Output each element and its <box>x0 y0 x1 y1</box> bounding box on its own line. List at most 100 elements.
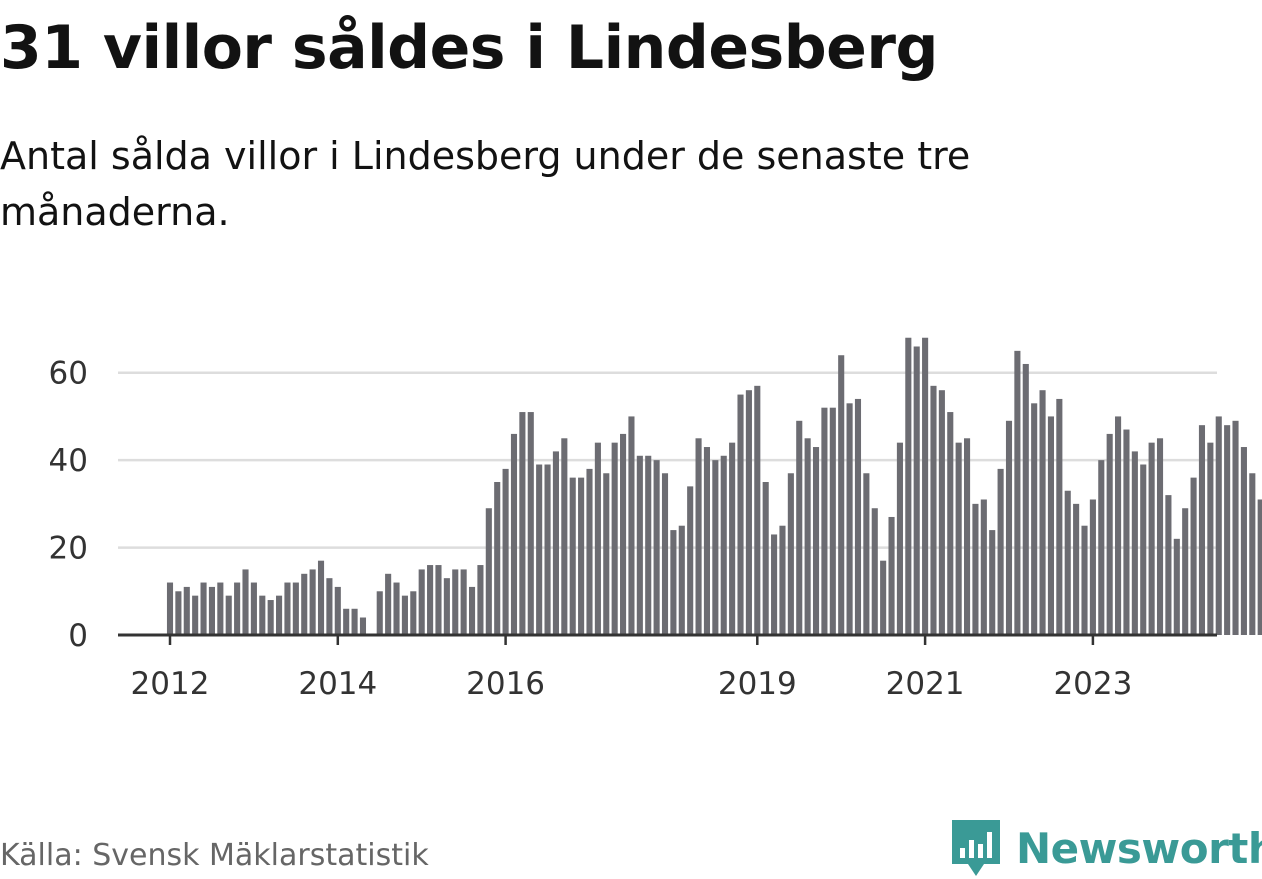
bar <box>871 508 878 635</box>
bar <box>334 586 341 635</box>
bar <box>670 530 677 635</box>
bar <box>720 455 727 635</box>
bar <box>217 582 224 635</box>
bar <box>611 442 618 635</box>
bar <box>519 412 526 635</box>
bar <box>938 390 945 635</box>
bar <box>1014 350 1021 635</box>
bar <box>771 534 778 635</box>
bar <box>460 569 467 635</box>
x-tick-label: 2012 <box>131 666 210 702</box>
bar <box>922 337 929 635</box>
bar <box>259 595 266 635</box>
source-note: Källa: Svensk Mäklarstatistik <box>0 838 429 873</box>
newsworthy-logo-icon <box>952 820 1000 876</box>
bar <box>452 569 459 635</box>
bar <box>468 586 476 635</box>
bar <box>804 438 811 635</box>
bar <box>192 595 199 635</box>
bar <box>1198 425 1206 635</box>
bar <box>225 595 232 635</box>
bar <box>1064 490 1071 635</box>
x-axis-ticks: 2012 2014 2016 2019 2021 2023 <box>131 635 1132 702</box>
bar <box>1182 508 1189 635</box>
bar <box>678 525 685 635</box>
bar <box>435 565 442 635</box>
bar <box>326 578 333 635</box>
y-tick-label: 20 <box>49 531 88 567</box>
bar <box>502 468 509 635</box>
bar <box>594 442 601 635</box>
bar <box>292 582 299 635</box>
brand-logo: Newsworthy <box>950 818 1262 878</box>
bar <box>896 442 903 635</box>
bar <box>737 394 744 635</box>
bar <box>754 385 761 635</box>
bar <box>561 438 568 635</box>
bar <box>418 569 425 635</box>
bar <box>586 468 593 635</box>
bar <box>200 582 207 635</box>
bar <box>1106 433 1113 635</box>
bar <box>510 433 518 635</box>
bar <box>1173 538 1180 635</box>
bar <box>703 447 711 635</box>
bar <box>343 608 350 635</box>
bar <box>1224 425 1231 635</box>
bar <box>989 530 996 635</box>
bar <box>1031 403 1038 635</box>
bar <box>661 473 669 635</box>
bar <box>905 337 912 635</box>
x-tick-label: 2023 <box>1053 666 1132 702</box>
bar <box>284 582 291 635</box>
bar <box>527 412 534 635</box>
bar <box>301 573 308 635</box>
chart-title: 31 villor såldes i Lindesberg <box>0 13 938 83</box>
bar <box>888 516 895 635</box>
bar <box>779 525 786 635</box>
bars <box>166 337 1262 635</box>
bar <box>385 573 392 635</box>
bar <box>955 442 962 635</box>
bar <box>729 442 736 635</box>
bar <box>494 482 501 635</box>
bar <box>838 355 845 635</box>
bar <box>603 473 610 635</box>
bar <box>1022 363 1029 635</box>
bar <box>1056 398 1063 635</box>
bar <box>208 586 215 635</box>
bar <box>552 451 559 635</box>
bar <box>854 398 862 635</box>
bar <box>1098 460 1105 635</box>
bar <box>1081 525 1088 635</box>
bar <box>645 455 652 635</box>
bar <box>376 591 383 635</box>
bar <box>812 447 820 635</box>
bar <box>745 390 752 635</box>
bar <box>980 499 987 635</box>
bar <box>997 468 1004 635</box>
bar <box>687 486 694 635</box>
bar <box>1140 464 1147 635</box>
bar <box>972 503 979 635</box>
bar <box>821 407 828 635</box>
bar <box>1089 499 1096 635</box>
bar <box>636 455 643 635</box>
bar <box>1115 416 1122 635</box>
bar <box>796 420 803 635</box>
bar <box>1156 438 1164 635</box>
bar <box>1249 473 1256 635</box>
bar <box>829 407 836 635</box>
bar <box>880 560 887 635</box>
bar <box>712 460 719 635</box>
bar <box>427 565 434 635</box>
bar <box>175 591 182 635</box>
bar <box>1165 495 1172 635</box>
bar <box>1073 503 1080 635</box>
bar <box>359 617 367 635</box>
bar <box>544 464 551 635</box>
x-tick-label: 2016 <box>466 666 545 702</box>
bar <box>1131 451 1138 635</box>
bar <box>401 595 408 635</box>
